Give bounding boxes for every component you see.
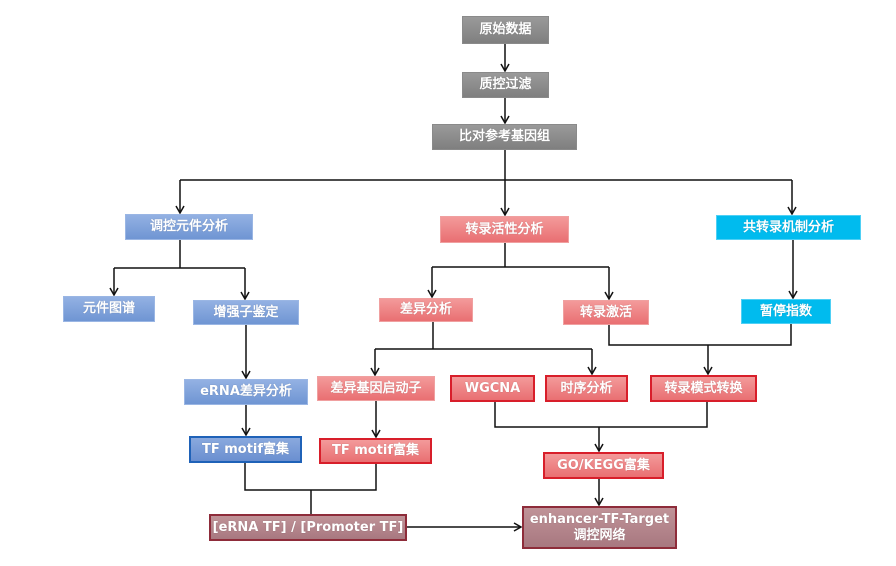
node-diff-analysis: 差异分析 — [379, 298, 473, 322]
node-erna-diff-analysis: eRNA差异分析 — [184, 379, 308, 405]
node-label: 元件图谱 — [82, 301, 135, 316]
node-transcription-activation: 转录激活 — [563, 300, 649, 325]
node-label: 质控过滤 — [479, 77, 532, 92]
node-label: 转录激活 — [579, 304, 632, 320]
node-label: WGCNA — [464, 380, 521, 396]
connector-wgcna-mode — [494, 402, 708, 428]
node-diff-gene-promoter: 差异基因启动子 — [317, 376, 435, 401]
node-cotranscription-mechanism-analysis: 共转录机制分析 — [716, 215, 861, 240]
node-label: 差异分析 — [399, 302, 452, 317]
node-align-reference: 比对参考基因组 — [432, 124, 577, 150]
node-label: 原始数据 — [479, 22, 532, 37]
node-qc-filter: 质控过滤 — [462, 72, 549, 98]
node-label-line1: enhancer-TF-Target — [529, 511, 670, 527]
node-time-series-analysis: 时序分析 — [545, 375, 628, 402]
node-raw-data: 原始数据 — [462, 16, 549, 44]
node-transcription-activity-analysis: 转录活性分析 — [440, 216, 569, 243]
node-enhancer-tf-target-network: enhancer-TF-Target 调控网络 — [522, 506, 677, 549]
connector-align-split — [180, 150, 792, 181]
node-tf-motif-promoter: TF motif富集 — [319, 438, 432, 464]
connector-activation-pausing — [608, 324, 792, 346]
node-label: TF motif富集 — [331, 443, 420, 458]
connector-regulatory-split — [114, 240, 245, 269]
connector-tf-merge — [244, 463, 377, 514]
node-tf-motif-enhancer: TF motif富集 — [189, 436, 302, 463]
node-label: TF motif富集 — [201, 441, 290, 457]
node-label: 转录活性分析 — [465, 221, 544, 237]
node-label: [eRNA TF] / [Promoter TF] — [212, 519, 404, 535]
node-pausing-index: 暂停指数 — [741, 299, 831, 324]
node-label: 暂停指数 — [759, 303, 812, 319]
node-label: 转录模式转换 — [664, 380, 743, 396]
node-label: 增强子鉴定 — [213, 304, 279, 320]
node-label: 比对参考基因组 — [458, 129, 550, 144]
node-label: 差异基因启动子 — [330, 380, 422, 396]
node-regulatory-element-analysis: 调控元件分析 — [125, 214, 253, 240]
node-label-line2: 调控网络 — [573, 527, 626, 543]
node-transcription-mode-switch: 转录模式转换 — [650, 375, 757, 402]
node-go-kegg-enrichment: GO/KEGG富集 — [543, 452, 664, 479]
node-enhancer-identification: 增强子鉴定 — [193, 300, 299, 325]
node-label: 共转录机制分析 — [742, 219, 834, 235]
node-label: GO/KEGG富集 — [557, 457, 650, 473]
connector-diff-split — [375, 322, 592, 350]
node-label: 时序分析 — [560, 380, 613, 396]
node-erna-promoter-tf: [eRNA TF] / [Promoter TF] — [209, 514, 407, 541]
connector-activity-split — [432, 243, 609, 268]
node-wgcna: WGCNA — [450, 375, 535, 402]
node-element-map: 元件图谱 — [63, 296, 155, 322]
node-label: 调控元件分析 — [149, 219, 228, 234]
node-label: eRNA差异分析 — [200, 384, 292, 399]
